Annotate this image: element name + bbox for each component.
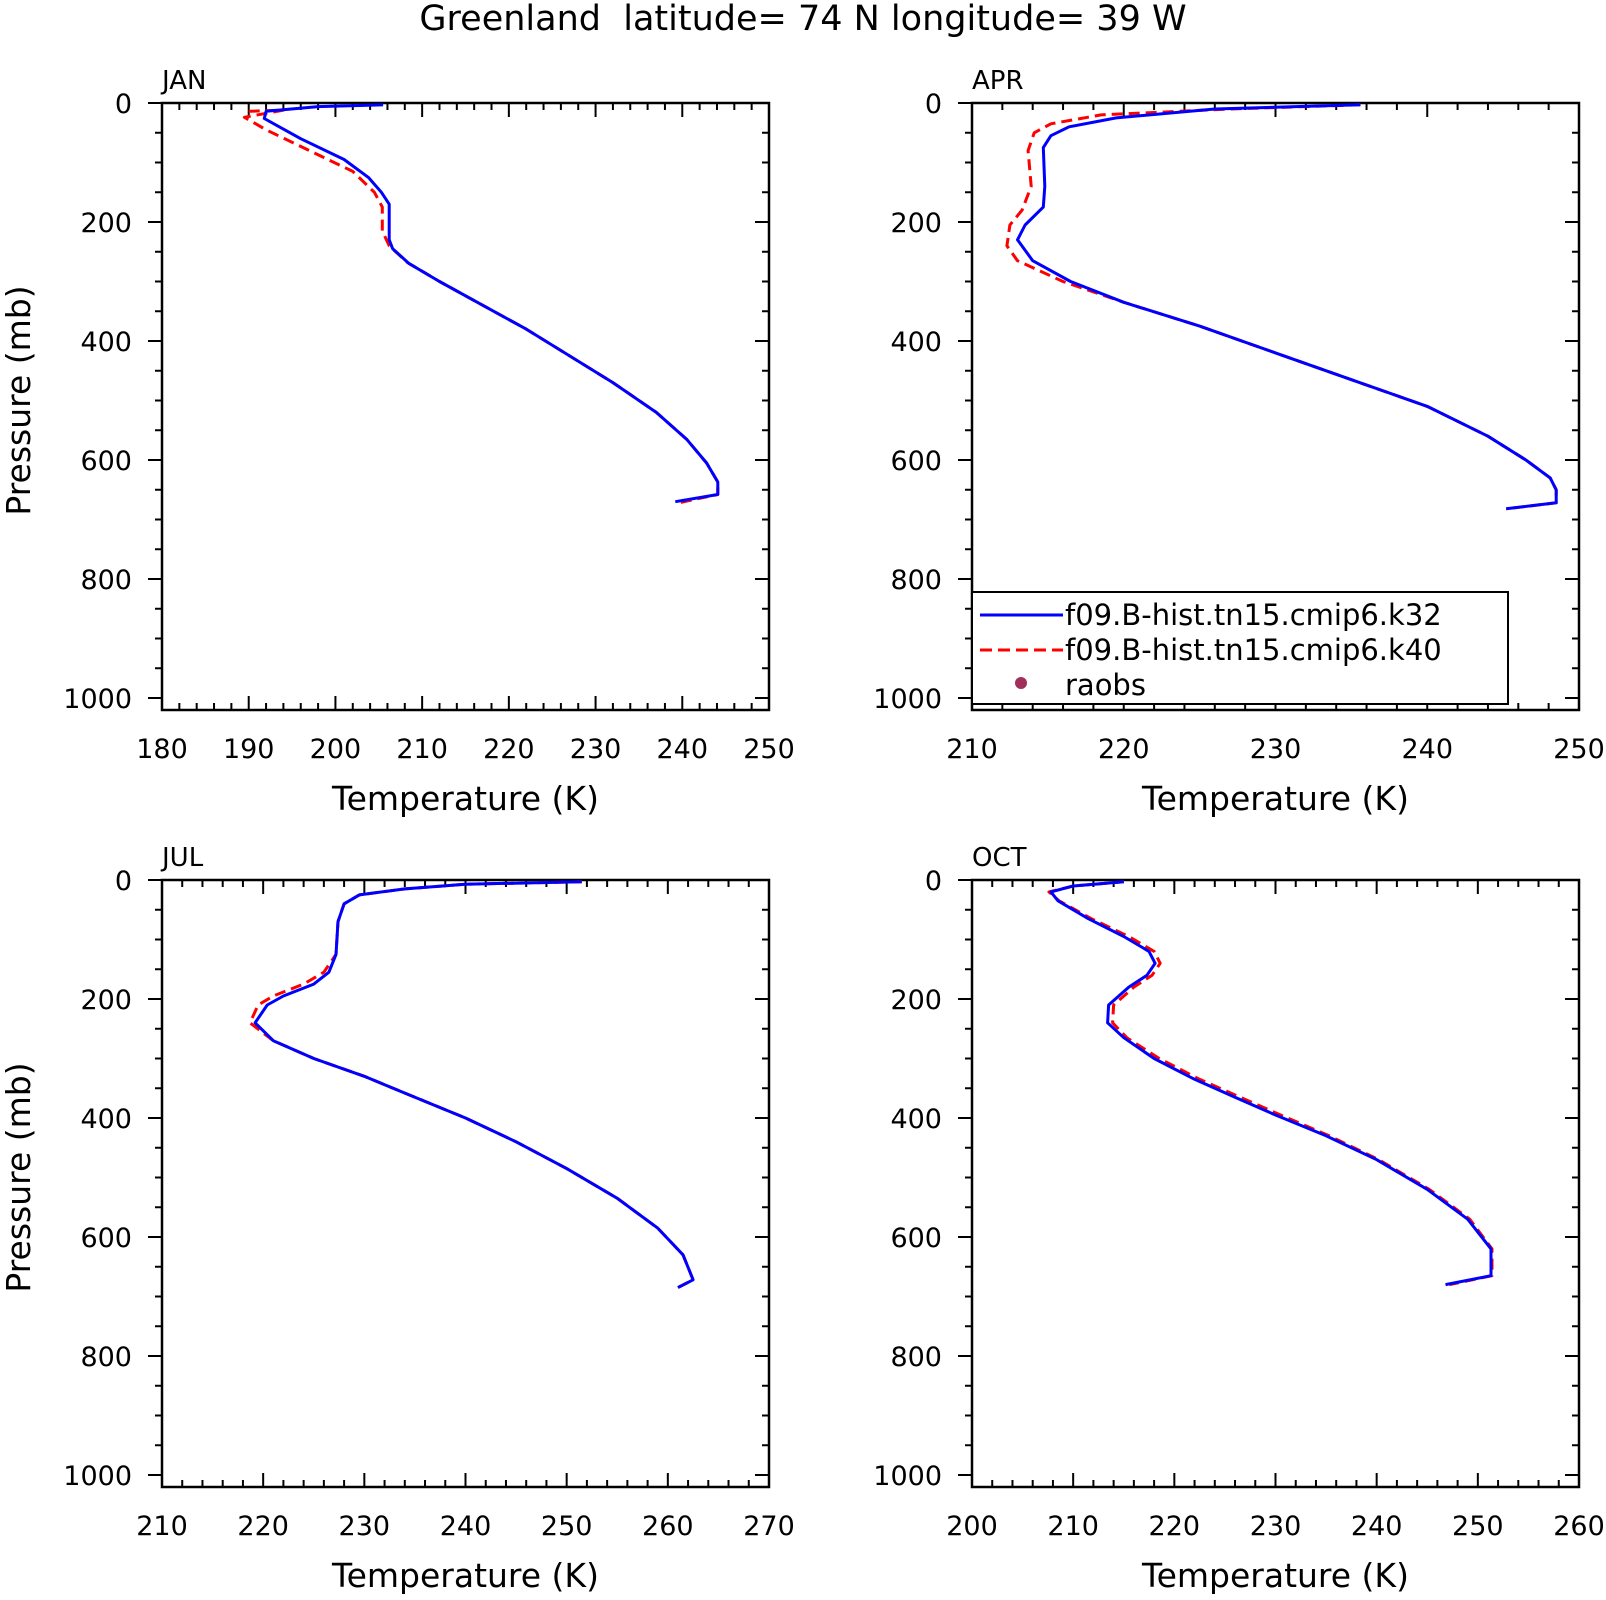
y-tick-label: 600 [80, 1223, 132, 1254]
x-tick-label: 230 [570, 734, 622, 765]
x-axis-label: Temperature (K) [1141, 779, 1409, 818]
x-axis-label: Temperature (K) [331, 779, 599, 818]
plot-frame [160, 878, 771, 1489]
y-tick-label: 400 [890, 1104, 942, 1135]
x-tick-label: 240 [657, 734, 709, 765]
y-tick-label: 800 [80, 1342, 132, 1373]
x-tick-label: 230 [1250, 734, 1302, 765]
x-tick-label: 240 [1351, 1511, 1403, 1542]
x-tick-label: 230 [1250, 1511, 1302, 1542]
y-tick-label: 0 [115, 866, 132, 897]
plot-frame [970, 878, 1581, 1489]
series-line-k40 [242, 108, 720, 505]
x-tick-label: 210 [136, 1511, 188, 1542]
legend-box [971, 591, 1509, 705]
y-tick-label: 200 [80, 208, 132, 239]
x-tick-label: 200 [946, 1511, 998, 1542]
y-tick-label: 200 [890, 208, 942, 239]
figure-title: Greenland latitude= 74 N longitude= 39 W [419, 0, 1186, 39]
x-axis-label: Temperature (K) [331, 1556, 599, 1595]
x-axis-label: Temperature (K) [1141, 1556, 1409, 1595]
y-tick-label: 400 [80, 327, 132, 358]
legend-label-raobs: raobs [1065, 668, 1146, 702]
x-tick-label: 270 [743, 1511, 795, 1542]
x-tick-label: 250 [1553, 734, 1605, 765]
plot-frame [160, 101, 771, 712]
series-line-k40 [1047, 880, 1494, 1287]
chart-panel-oct: 200 210 220 230 240 250 260 0 200 400 600 800 1000 OC… [873, 843, 1604, 1595]
x-tick-label: 230 [339, 1511, 391, 1542]
panel-title: APR [972, 66, 1024, 96]
x-tick-label: 210 [396, 734, 448, 765]
legend: f09.B-hist.tn15.cmip6.k32 f09.B-hist.tn1… [971, 591, 1509, 705]
x-tick-label: 220 [1098, 734, 1150, 765]
x-tick-label: 260 [642, 1511, 694, 1542]
legend-label-k32: f09.B-hist.tn15.cmip6.k32 [1065, 598, 1442, 632]
y-tick-label: 1000 [63, 684, 132, 715]
x-tick-label: 260 [1553, 1511, 1605, 1542]
series-line-k40 [248, 880, 695, 1289]
y-axis-label: Pressure (mb) [0, 1062, 38, 1292]
y-tick-label: 600 [890, 446, 942, 477]
x-tick-label: 210 [1047, 1511, 1099, 1542]
y-tick-label: 800 [80, 565, 132, 596]
x-tick-label: 220 [1149, 1511, 1201, 1542]
series-line-k32 [253, 880, 695, 1289]
x-tick-label: 240 [1401, 734, 1453, 765]
x-tick-label: 200 [310, 734, 362, 765]
y-tick-label: 200 [890, 985, 942, 1016]
x-tick-label: 220 [237, 1511, 289, 1542]
y-tick-label: 1000 [63, 1461, 132, 1492]
y-tick-label: 1000 [873, 684, 942, 715]
chart-panel-jan: 180 190 200 210 220 230 240 250 0 200 400 600 800 100… [0, 66, 795, 818]
panel-title: JAN [160, 66, 206, 96]
y-tick-label: 0 [925, 89, 942, 120]
x-tick-label: 220 [483, 734, 535, 765]
x-tick-label: 250 [1452, 1511, 1504, 1542]
panel-title: JUL [160, 843, 204, 873]
y-axis-label: Pressure (mb) [0, 285, 38, 515]
panel-title: OCT [972, 843, 1027, 873]
series-line-k32 [1049, 880, 1493, 1287]
y-tick-label: 600 [80, 446, 132, 477]
y-tick-label: 400 [80, 1104, 132, 1135]
y-tick-label: 0 [115, 89, 132, 120]
y-tick-label: 0 [925, 866, 942, 897]
chart-panel-apr: 210 220 230 240 250 0 200 400 600 800 1000 APR Tempe… [873, 66, 1604, 818]
x-tick-label: 190 [223, 734, 275, 765]
y-tick-label: 800 [890, 1342, 942, 1373]
series-line-k32 [262, 103, 720, 504]
y-tick-label: 600 [890, 1223, 942, 1254]
y-tick-label: 1000 [873, 1461, 942, 1492]
chart-panel-jul: 210 220 230 240 250 260 270 0 200 400 600 800 1000 JU… [0, 843, 795, 1595]
x-tick-label: 210 [946, 734, 998, 765]
y-tick-label: 800 [890, 565, 942, 596]
x-tick-label: 240 [440, 1511, 492, 1542]
panels: 180 190 200 210 220 230 240 250 0 200 400 600 800 100… [0, 66, 1605, 1595]
y-tick-label: 400 [890, 327, 942, 358]
x-tick-label: 250 [541, 1511, 593, 1542]
series-line-k32 [1016, 103, 1558, 511]
legend-marker-raobs [1015, 677, 1027, 689]
x-tick-label: 180 [136, 734, 188, 765]
series-line-k40 [1005, 103, 1558, 511]
x-tick-label: 250 [743, 734, 795, 765]
y-tick-label: 200 [80, 985, 132, 1016]
legend-label-k40: f09.B-hist.tn15.cmip6.k40 [1065, 633, 1442, 667]
